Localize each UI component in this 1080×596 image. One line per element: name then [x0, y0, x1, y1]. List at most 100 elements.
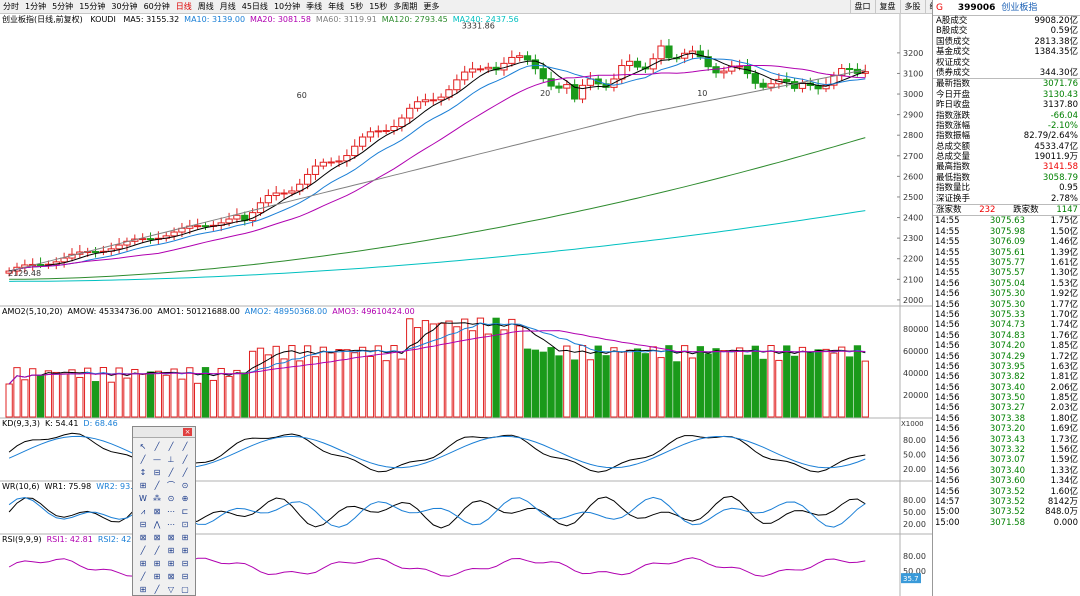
draw-tool-icon[interactable]: ⊠ [139, 533, 147, 542]
candle-body [413, 101, 422, 109]
tick-price: 3073.60 [989, 476, 1025, 487]
draw-tool-icon[interactable]: ⊟ [181, 559, 189, 568]
draw-tool-icon[interactable]: ╱ [168, 468, 174, 477]
period-tab[interactable]: 5分钟 [52, 1, 74, 11]
tick-price: 3073.38 [989, 413, 1025, 424]
draw-tool-icon[interactable]: ⊞ [153, 559, 161, 568]
draw-tool-icon[interactable]: ↖ [139, 442, 147, 451]
draw-tool-icon[interactable]: W [139, 494, 147, 503]
draw-tool-icon[interactable]: ⊠ [153, 533, 161, 542]
draw-tool-icon[interactable]: ╱ [140, 572, 146, 581]
stat-row: 今日开盘 3130.43 [933, 90, 1080, 100]
function-tab[interactable]: 复盘 [874, 0, 900, 13]
draw-tool-icon[interactable]: ⁂ [153, 494, 161, 503]
draw-tool-icon[interactable]: ▢ [181, 585, 189, 594]
draw-tool-icon[interactable]: ╱ [154, 481, 160, 490]
draw-tool-icon[interactable]: ⊞ [181, 546, 189, 555]
draw-tool-icon[interactable]: ⋀ [153, 520, 161, 529]
draw-tool-icon[interactable]: ╱ [154, 546, 160, 555]
period-tab[interactable]: 周线 [197, 1, 214, 11]
period-tab[interactable]: 分时 [3, 1, 19, 11]
tick-time: 14:56 [935, 465, 960, 476]
draw-tool-icon[interactable]: ⊞ [181, 533, 189, 542]
function-tab[interactable]: 盘口 [849, 0, 875, 13]
draw-tool-icon[interactable]: ▽ [167, 585, 175, 594]
draw-tool-icon[interactable]: ╱ [182, 468, 188, 477]
period-tab[interactable]: 60分钟 [143, 1, 170, 11]
tick-row: 14:56 3074.29 1.72亿 [933, 352, 1080, 362]
volume-bar [814, 349, 822, 418]
period-tab[interactable]: 10分钟 [273, 1, 301, 11]
period-tab[interactable]: 多周期 [393, 1, 418, 11]
tick-row: 14:56 3074.83 1.76亿 [933, 331, 1080, 341]
draw-tool-icon[interactable]: ⊞ [139, 585, 147, 594]
draw-tool-icon[interactable]: ⊏ [181, 507, 189, 516]
draw-tool-icon[interactable]: ⊞ [167, 546, 175, 555]
draw-tool-icon[interactable]: ⊞ [153, 572, 161, 581]
draw-tool-icon[interactable]: ⋯ [167, 520, 175, 529]
period-tab[interactable]: 日线 [175, 1, 192, 11]
volume-bar [280, 358, 288, 418]
draw-tool-icon[interactable]: ↕ [139, 468, 147, 477]
draw-tool-icon[interactable]: ⊠ [167, 533, 175, 542]
tick-time: 14:56 [935, 289, 960, 300]
draw-tool-icon[interactable]: ⊟ [139, 520, 147, 529]
tick-time: 14:56 [935, 434, 960, 445]
period-tab[interactable]: 5秒 [350, 1, 364, 11]
draw-tool-icon[interactable]: ⊟ [153, 468, 161, 477]
draw-tool-icon[interactable]: ╱ [154, 585, 160, 594]
volume-bar [366, 356, 375, 418]
draw-tool-icon[interactable]: ⊞ [139, 559, 147, 568]
period-tab[interactable]: 更多 [423, 1, 440, 11]
draw-tool-icon[interactable]: ⩘ [140, 507, 146, 516]
volume-bar [822, 348, 830, 418]
volume-bar [374, 345, 382, 418]
tick-volume: 1.74亿 [1050, 320, 1078, 331]
drawing-tools-palette[interactable]: × ↖ ╱ ╱ ╱ ╱ — ⊥ ╱ ↕ ⊟ ╱ ╱ ⊞ ╱ ⌒ ⊙ W ⁂ ⊙ ⊕ ⩘ ⊠ ⋯ ⊏ ⊟ ⋀ ⋯ ⊡ ⊠ ⊠ ⊠ ⊞ ╱ ╱ ⊞ ⊞ ⊞ ⊞… [132, 426, 196, 596]
draw-tool-icon[interactable]: ⋯ [167, 507, 175, 516]
draw-tool-icon[interactable]: ⊠ [167, 572, 175, 581]
draw-tool-icon[interactable]: ╱ [140, 455, 146, 464]
period-tab[interactable]: 30分钟 [111, 1, 138, 11]
chart-area[interactable]: 3200 3100 3000 2900 2800 2700 2600 2500 2400 2300… [0, 14, 932, 596]
volume-bar [704, 353, 712, 418]
draw-tool-icon[interactable]: ⊟ [181, 572, 189, 581]
draw-tool-icon[interactable]: ╱ [182, 442, 188, 451]
draw-tool-icon[interactable]: ⌒ [167, 481, 175, 490]
draw-tool-icon[interactable]: ╱ [182, 455, 188, 464]
draw-tool-icon[interactable]: ⊞ [139, 481, 147, 490]
draw-tool-icon[interactable]: ⊡ [181, 520, 189, 529]
period-tab[interactable]: 年线 [328, 1, 345, 11]
period-tab[interactable]: 1分钟 [25, 1, 47, 11]
draw-tool-icon[interactable]: ⊠ [153, 507, 161, 516]
tick-price: 3075.98 [989, 226, 1025, 237]
volume-bar [154, 370, 163, 418]
tick-volume: 1.33亿 [1050, 465, 1078, 476]
candle-body [696, 50, 704, 58]
draw-tool-icon[interactable]: — [153, 455, 161, 464]
draw-tool-icon[interactable]: ⊙ [167, 494, 175, 503]
stat-label: A股成交 [936, 16, 968, 26]
draw-tool-icon[interactable]: ╱ [168, 442, 174, 451]
draw-tool-icon[interactable]: ⊙ [181, 481, 189, 490]
period-tab[interactable]: 15秒 [369, 1, 388, 11]
indicator-label: RSI2: 42.81 [97, 535, 145, 544]
candle-body [633, 60, 642, 68]
palette-titlebar[interactable]: × [133, 427, 195, 438]
function-tab[interactable]: 多股 [899, 0, 925, 13]
draw-tool-icon[interactable]: ⊞ [167, 559, 175, 568]
draw-tool-icon[interactable]: ⊕ [181, 494, 189, 503]
period-tab[interactable]: 45日线 [241, 1, 268, 11]
period-tab[interactable]: 季线 [306, 1, 323, 11]
close-icon[interactable]: × [183, 428, 192, 436]
y-tick-label: 2300 [903, 234, 923, 243]
stat-row: 总成交额 4533.47亿 [933, 142, 1080, 152]
tick-price: 3071.58 [989, 517, 1025, 528]
draw-tool-icon[interactable]: ╱ [140, 546, 146, 555]
tick-list[interactable]: 14:55 3075.63 1.75亿 14:55 3075.98 1.50亿 14:55 3… [933, 216, 1080, 528]
draw-tool-icon[interactable]: ⊥ [167, 455, 175, 464]
draw-tool-icon[interactable]: ╱ [154, 442, 160, 451]
period-tab[interactable]: 月线 [219, 1, 236, 11]
volume-bar [52, 371, 60, 418]
period-tab[interactable]: 15分钟 [79, 1, 106, 11]
